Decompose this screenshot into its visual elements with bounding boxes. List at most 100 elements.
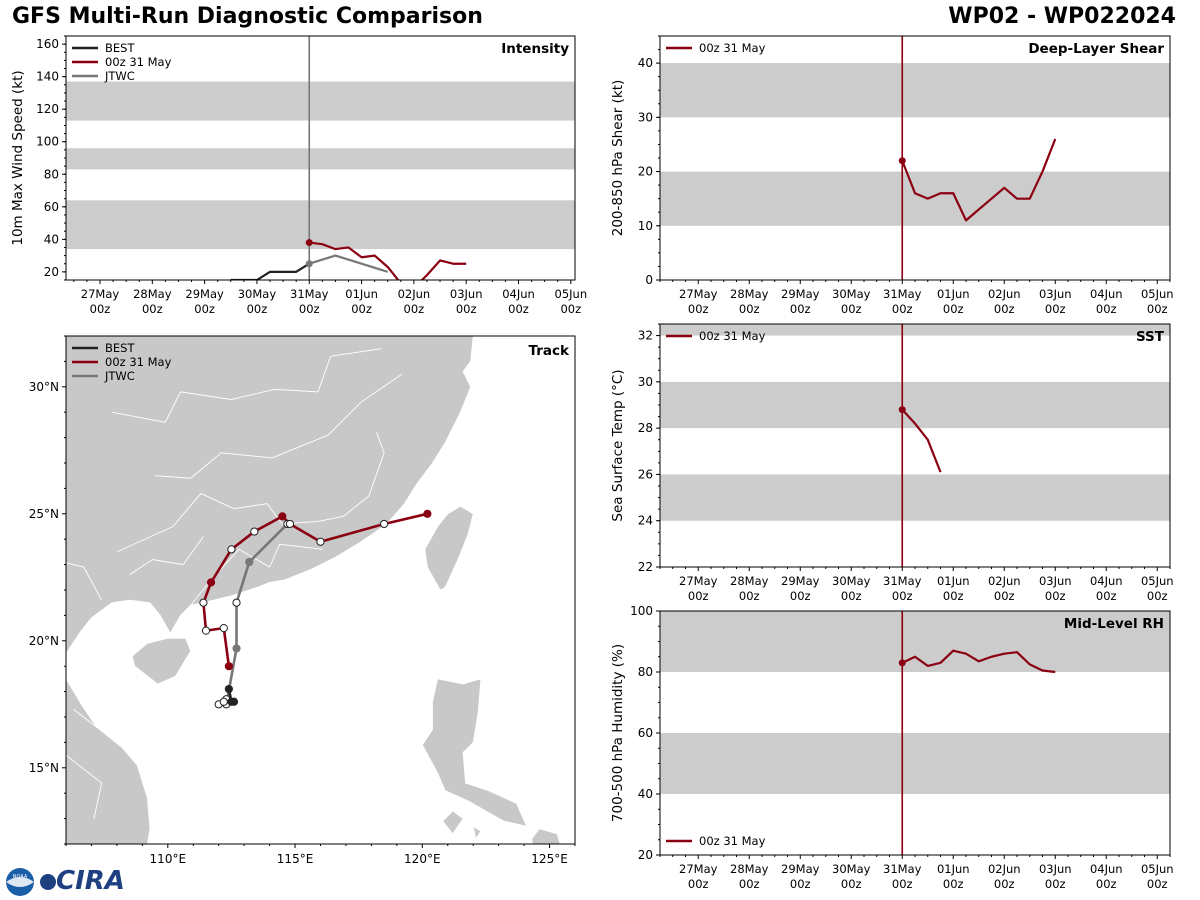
y-tick-label: 80 (638, 665, 653, 679)
x-tick-label-hour: 00z (1147, 302, 1168, 316)
y-tick-label: 40 (638, 56, 653, 70)
y-tick-label: 160 (36, 37, 59, 51)
storm-id: WP02 - WP022024 (948, 4, 1176, 29)
track-point-jtwc (232, 598, 241, 607)
x-tick-label-day: 31May (883, 862, 922, 876)
x-tick-label-day: 30May (238, 287, 277, 301)
series-marker-run (898, 406, 906, 414)
plot-area (66, 36, 575, 280)
x-tick-label-day: 27May (679, 574, 718, 588)
y-tick-label: 40 (44, 232, 59, 246)
threshold-band (66, 81, 575, 121)
track-point-run (201, 626, 211, 635)
x-tick-label-hour: 00z (247, 302, 268, 316)
land-mass (66, 336, 474, 655)
legend-label: BEST (105, 41, 135, 55)
admin-border (111, 348, 382, 423)
track-point-best (224, 684, 233, 694)
land-mass (421, 678, 528, 827)
legend-label: 00z 31 May (105, 55, 172, 69)
y-tick-label: 40 (638, 787, 653, 801)
x-tick-label-hour: 00z (1096, 589, 1117, 603)
track-point-run (206, 578, 216, 587)
y-tick-label: 120 (36, 102, 59, 116)
track-point-run (316, 537, 325, 546)
track-chart: 110°E 115°E 120°E 125°E 15°N 20°N 25°N 30°N Trac… (29, 335, 576, 866)
x-tick-label-day: 05Jun (1141, 574, 1174, 588)
x-tick-label-day: 29May (781, 287, 820, 301)
shear-chart: 01020304027May00z28May00z29May00z30May00… (610, 35, 1174, 316)
x-tick-label-day: 31May (883, 574, 922, 588)
lon-tick-label: 115°E (277, 852, 314, 866)
series-line-run (309, 241, 467, 280)
x-tick-label-hour: 00z (508, 302, 529, 316)
x-tick-label-hour: 00z (1045, 589, 1066, 603)
x-tick-label-day: 03Jun (1039, 574, 1072, 588)
x-tick-label-hour: 00z (943, 877, 964, 891)
admin-border (73, 709, 97, 728)
threshold-band (660, 474, 1170, 521)
x-tick-label-hour: 00z (688, 302, 709, 316)
admin-border (116, 432, 385, 553)
noaa-logo-icon: NOAA (6, 868, 56, 896)
threshold-band (660, 324, 1170, 336)
land-mass (131, 637, 192, 685)
land-mass (442, 810, 464, 835)
lat-tick-label: 25°N (29, 507, 59, 521)
threshold-band (660, 63, 1170, 118)
x-tick-label-day: 29May (781, 574, 820, 588)
series-marker-jtwc (305, 260, 313, 268)
x-tick-label-day: 04Jun (1090, 574, 1123, 588)
threshold-band (66, 200, 575, 250)
x-tick-label-day: 02Jun (988, 287, 1021, 301)
y-tick-label: 28 (638, 421, 653, 435)
x-tick-label-hour: 00z (790, 302, 811, 316)
track-point-run (227, 545, 236, 554)
lat-tick-label: 30°N (29, 380, 59, 394)
x-tick-label-hour: 00z (560, 302, 581, 316)
x-tick-label-hour: 00z (688, 877, 709, 891)
x-tick-label-hour: 00z (739, 589, 760, 603)
x-tick-label-hour: 00z (892, 877, 913, 891)
y-tick-label: 60 (638, 726, 653, 740)
x-tick-label-day: 30May (832, 287, 871, 301)
x-tick-label-hour: 00z (404, 302, 425, 316)
x-tick-label-hour: 00z (299, 302, 320, 316)
series-marker-run (305, 239, 313, 247)
x-tick-label-day: 28May (730, 574, 769, 588)
panel-title: Deep-Layer Shear (1028, 41, 1164, 57)
x-tick-label-day: 05Jun (555, 287, 588, 301)
x-tick-label-day: 02Jun (988, 574, 1021, 588)
track-point-run (219, 624, 228, 633)
y-tick-label: 140 (36, 70, 59, 84)
x-tick-label-day: 30May (832, 574, 871, 588)
track-point-run (224, 662, 233, 671)
x-tick-label-day: 27May (679, 862, 718, 876)
x-tick-label-hour: 00z (1045, 877, 1066, 891)
track-point-jtwc (232, 644, 241, 653)
legend-label: 00z 31 May (105, 355, 172, 369)
x-tick-label-hour: 00z (194, 302, 215, 316)
lon-tick-label: 125°E (531, 852, 568, 866)
x-tick-label-day: 04Jun (1090, 287, 1123, 301)
x-tick-label-day: 27May (81, 287, 120, 301)
y-axis-label: Sea Surface Temp (°C) (610, 369, 626, 521)
x-tick-label-day: 05Jun (1141, 862, 1174, 876)
series-line-best (230, 262, 310, 280)
x-tick-label-hour: 00z (994, 589, 1015, 603)
rh-chart: 2040608010027May00z28May00z29May00z30May… (610, 604, 1174, 891)
x-tick-label-day: 31May (883, 287, 922, 301)
y-axis-label: 700-500 hPa Humidity (%) (610, 644, 626, 822)
lon-tick-label: 120°E (404, 852, 441, 866)
x-tick-label-day: 01Jun (937, 574, 970, 588)
y-tick-label: 20 (638, 848, 653, 862)
x-tick-label-day: 01Jun (937, 862, 970, 876)
x-tick-label-day: 04Jun (1090, 862, 1123, 876)
panel-title: SST (1136, 329, 1165, 345)
series-line-run (901, 408, 942, 473)
x-tick-label-day: 03Jun (1039, 862, 1072, 876)
lon-tick-label: 110°E (150, 852, 187, 866)
x-tick-label-hour: 00z (456, 302, 477, 316)
track-point-run (380, 519, 389, 529)
panel-title: Intensity (501, 41, 569, 57)
